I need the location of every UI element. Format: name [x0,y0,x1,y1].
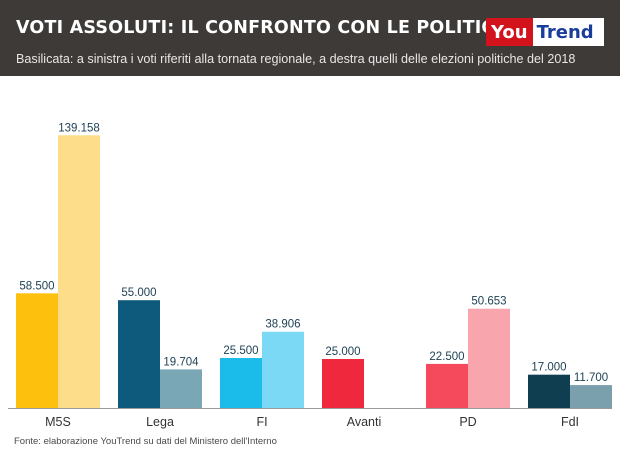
bar-m5s-regionali [16,293,58,408]
value-label: 22.500 [429,351,464,363]
bar-fdi-politiche [570,385,612,408]
x-tick-label: PD [459,415,476,429]
x-tick-label: FI [256,415,267,429]
bar-fi-politiche [262,331,304,408]
value-label: 11.700 [574,372,608,384]
bar-avanti-regionali [322,359,364,408]
bar-pd-politiche [468,308,510,408]
value-label: 19.704 [163,356,199,368]
x-tick-label: FdI [561,415,579,429]
bar-m5s-politiche [58,135,100,409]
bar-lega-politiche [160,369,202,408]
x-tick-label: Avanti [347,415,382,429]
value-label: 25.500 [223,345,258,357]
value-label: 139.158 [58,122,100,134]
value-label: 25.000 [325,346,360,358]
value-label: 55.000 [121,287,156,299]
youtrend-logo: You Trend [486,18,604,46]
header-bar: VOTI ASSOLUTI: IL CONFRONTO CON LE POLIT… [0,0,620,76]
x-tick-label: Lega [146,415,174,429]
bar-fdi-regionali [528,374,570,408]
chart-title: VOTI ASSOLUTI: IL CONFRONTO CON LE POLIT… [16,18,522,38]
x-tick-label: M5S [45,415,71,429]
bar-lega-regionali [118,300,160,408]
chart-subtitle: Basilicata: a sinistra i voti riferiti a… [16,52,576,66]
value-label: 50.653 [471,296,506,308]
value-label: 17.000 [531,362,566,374]
logo-you-text: You [486,18,533,46]
source-note: Fonte: elaborazione YouTrend su dati del… [14,436,277,447]
value-label: 38.906 [265,319,300,331]
logo-trend-text: Trend [536,21,594,43]
bar-chart: 58.500 139.158 M5S 55.000 19.704 Lega 25.500 38… [8,122,612,429]
bar-pd-regionali [426,363,468,408]
bar-fi-regionali [220,358,262,408]
value-label: 58.500 [19,280,54,292]
